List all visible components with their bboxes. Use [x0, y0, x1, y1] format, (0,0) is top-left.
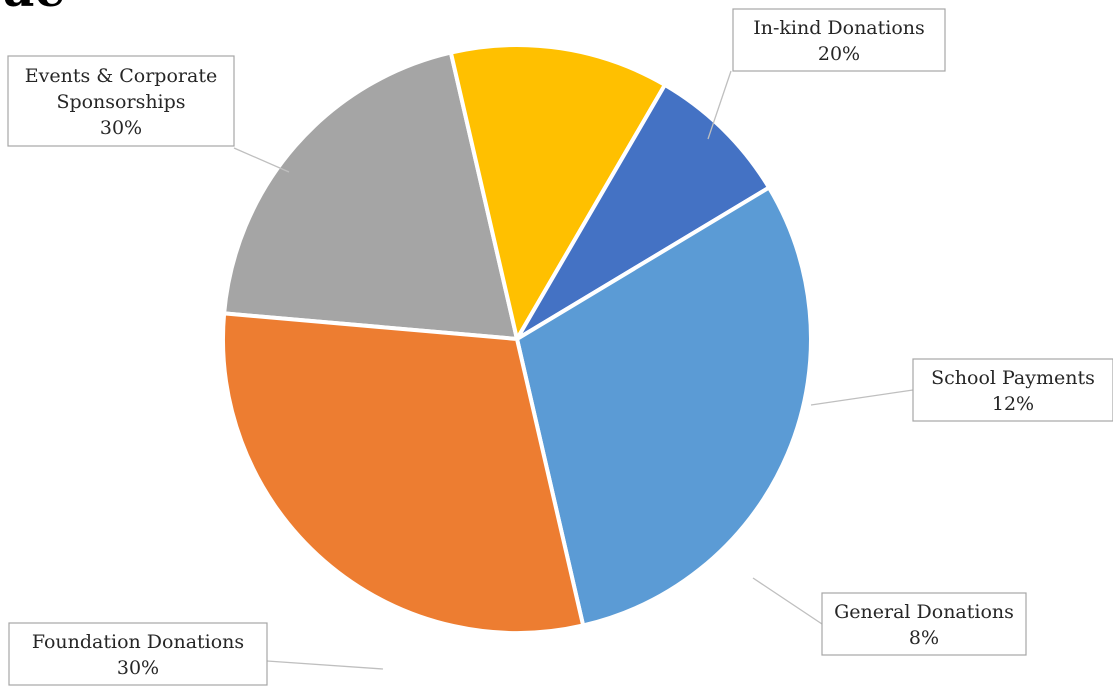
slice-school-payments: [448, 43, 667, 341]
page-heading-fragment: ue: [0, 0, 65, 14]
data-label-category: In-kind Donations: [753, 17, 925, 39]
data-label-value: 8%: [909, 627, 939, 649]
data-label-events-and-corporate-sponsorships: Events & Corporate Sponsorships 30%: [7, 55, 235, 147]
data-label-foundation-donations: Foundation Donations 30%: [8, 622, 268, 686]
leader-line-in-kind-donations: [707, 70, 732, 140]
slice-foundation-donations: [515, 185, 813, 628]
leader-lines: [233, 70, 914, 670]
data-label-category: Sponsorships: [56, 91, 185, 113]
pie-slices: [221, 43, 813, 635]
data-label-value: 30%: [100, 117, 142, 139]
leader-line-general-donations: [752, 577, 823, 625]
data-label-general-donations: General Donations 8%: [821, 592, 1027, 656]
leader-line-school-payments: [810, 389, 914, 406]
data-label-school-payments: School Payments 12%: [912, 358, 1113, 422]
leader-line-foundation-donations: [266, 660, 384, 670]
data-label-category: General Donations: [834, 601, 1014, 623]
data-label-value: 20%: [818, 43, 860, 65]
data-label-box: [8, 622, 268, 686]
data-label-box: [821, 592, 1027, 656]
data-label-box: [912, 358, 1113, 422]
data-label-value: 30%: [117, 657, 159, 679]
data-label-category: Events & Corporate: [25, 65, 217, 87]
data-labels: In-kind Donations 20% School Payments 12% Ge…: [7, 8, 1113, 686]
data-label-box: [732, 8, 946, 72]
data-label-value: 12%: [992, 393, 1034, 415]
slice-general-donations: [515, 82, 772, 341]
data-label-in-kind-donations: In-kind Donations 20%: [732, 8, 946, 72]
data-label-category: School Payments: [931, 367, 1095, 389]
data-label-category: Foundation Donations: [32, 631, 244, 653]
data-label-box: [7, 55, 235, 147]
slice-events-and-corporate-sponsorships: [221, 311, 586, 635]
slice-in-kind-donations: [222, 50, 519, 341]
leader-line-events-and-corporate-sponsorships: [233, 147, 290, 173]
